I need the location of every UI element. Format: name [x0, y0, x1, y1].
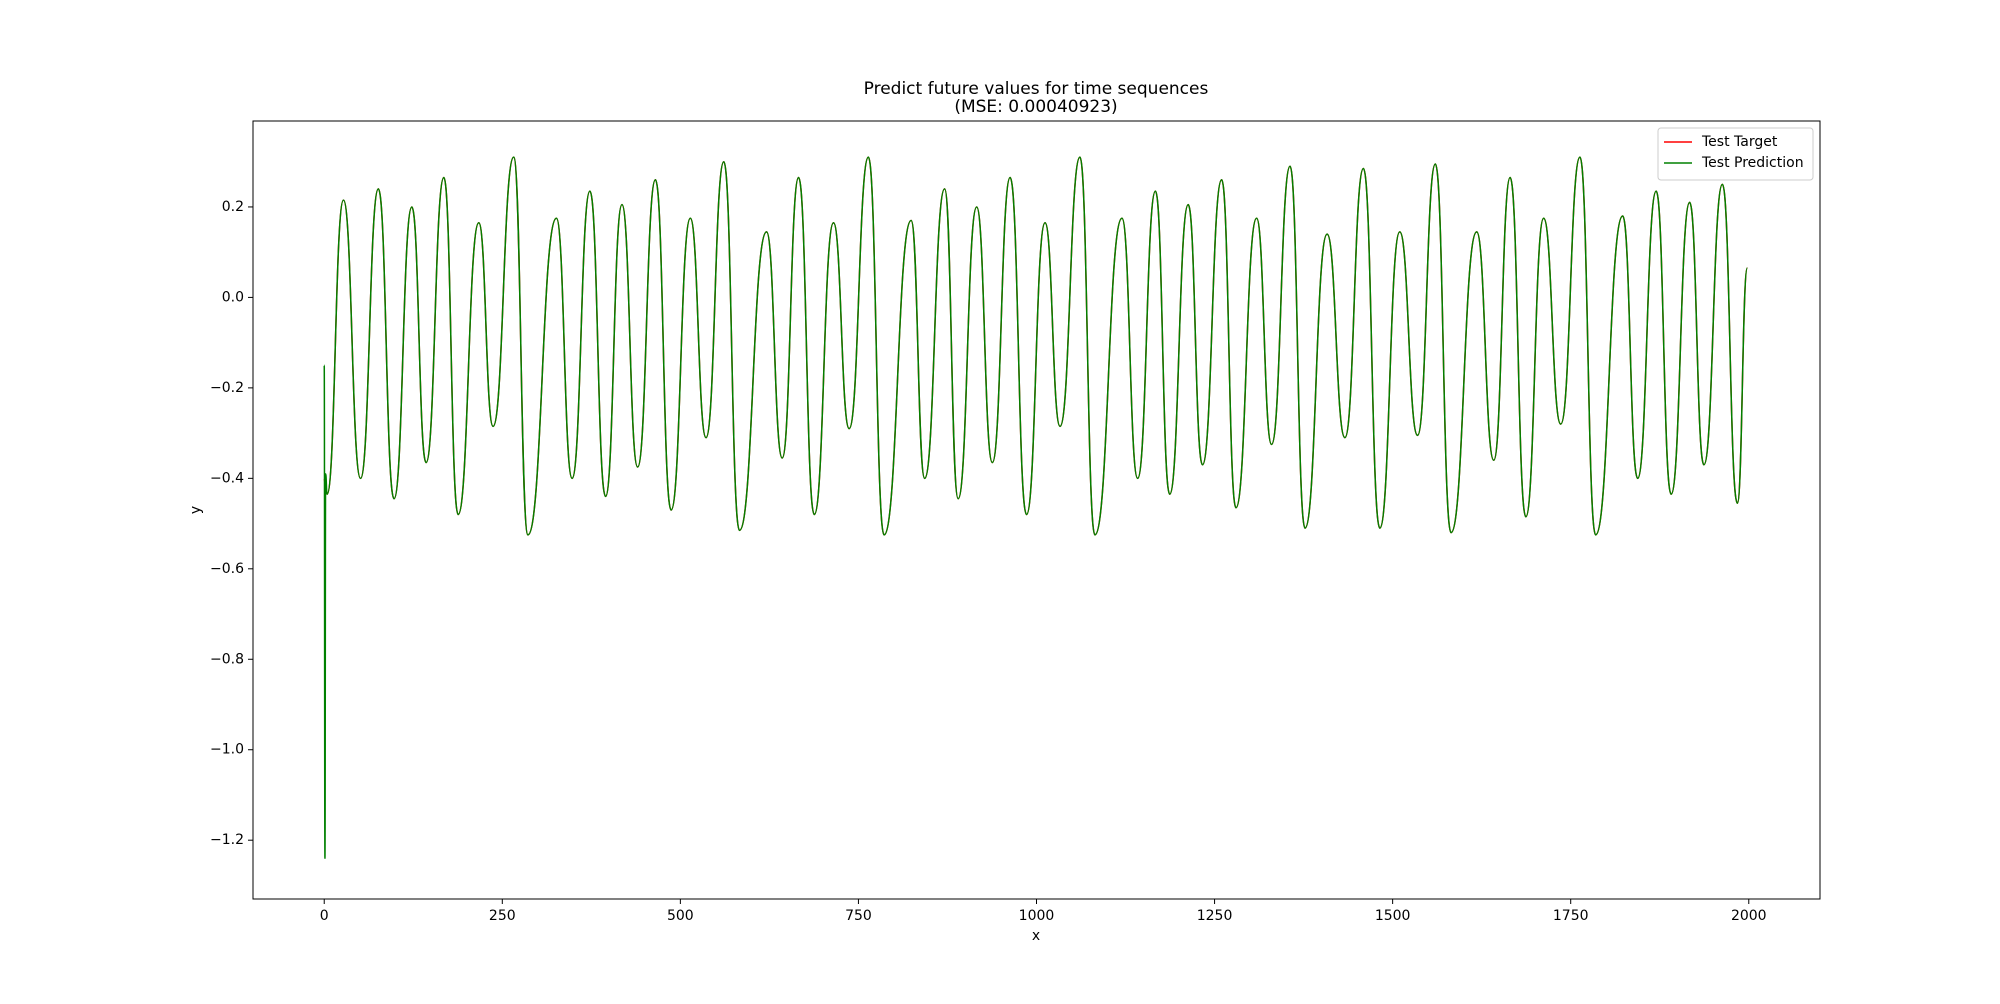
plot-frame: [252, 120, 1821, 900]
x-axis-label: x: [1032, 928, 1040, 944]
x-tick-label: 1750: [1553, 908, 1589, 924]
x-tick-label: 1500: [1375, 908, 1411, 924]
x-tick-label: 1000: [1019, 908, 1055, 924]
y-tick-label: −0.2: [210, 380, 244, 396]
x-tick-label: 500: [667, 908, 694, 924]
x-tick-label: 250: [489, 908, 516, 924]
legend-box: [1657, 127, 1814, 181]
legend: Test Target Test Prediction: [1657, 127, 1814, 181]
y-axis-label: y: [188, 506, 204, 514]
y-tick-label: −1.0: [210, 742, 244, 758]
y-tick-label: −1.2: [210, 832, 244, 848]
x-tick-label: 2000: [1731, 908, 1767, 924]
legend-label: Test Prediction: [1701, 155, 1804, 171]
chart-subtitle: (MSE: 0.00040923): [954, 97, 1117, 117]
y-tick-label: 0.2: [222, 199, 244, 215]
legend-label: Test Target: [1701, 134, 1778, 150]
y-tick-label: −0.6: [210, 561, 244, 577]
x-tick-label: 0: [320, 908, 329, 924]
series-line: [323, 156, 1749, 860]
chart-title: Predict future values for time sequences: [864, 79, 1209, 99]
y-tick-label: 0.0: [222, 289, 244, 305]
x-tick-label: 1250: [1197, 908, 1233, 924]
x-tick-label: 750: [845, 908, 872, 924]
y-tick-label: −0.8: [210, 651, 244, 667]
y-tick-label: −0.4: [210, 470, 244, 486]
